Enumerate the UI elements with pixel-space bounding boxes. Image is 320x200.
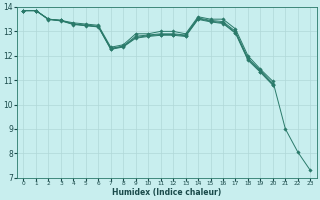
X-axis label: Humidex (Indice chaleur): Humidex (Indice chaleur) [112, 188, 221, 197]
